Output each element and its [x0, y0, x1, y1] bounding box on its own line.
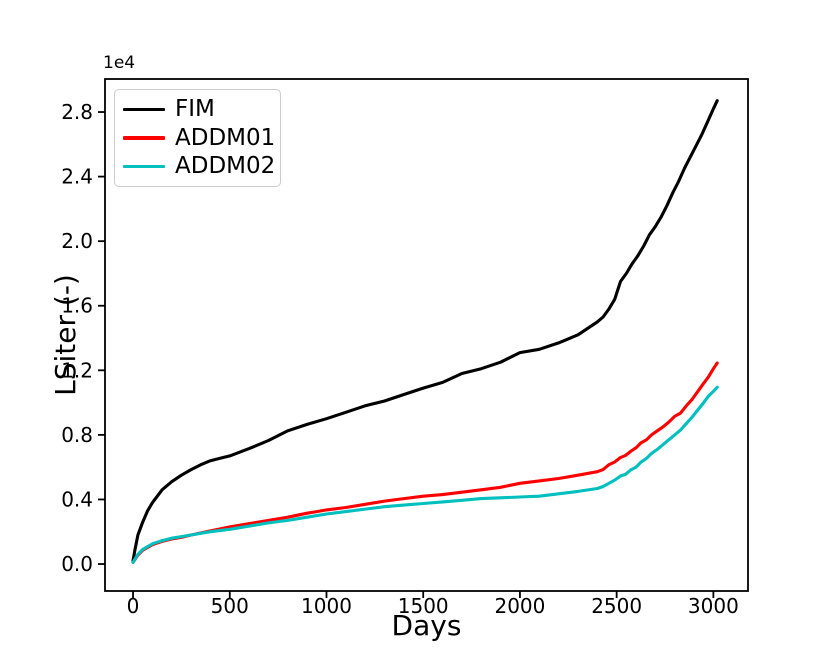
legend-line-icon: [123, 107, 165, 112]
x-tick-label: 1000: [301, 594, 352, 618]
series-line-addm02: [131, 385, 719, 564]
legend-item-fim: FIM: [123, 95, 272, 124]
x-tick-label: 2500: [591, 594, 642, 618]
legend-line-icon: [123, 164, 165, 169]
series-line-fim: [131, 99, 719, 563]
y-tick-label: 2.0: [61, 229, 93, 253]
y-tick-label: 1.2: [61, 358, 93, 382]
legend: FIM ADDM01 ADDM02: [114, 89, 281, 187]
y-tick-label: 2.8: [61, 100, 93, 124]
x-tick-label: 500: [211, 594, 249, 618]
x-tick-label: 3000: [688, 594, 739, 618]
y-axis-label: LSiter (-): [49, 274, 82, 396]
legend-label: ADDM01: [175, 124, 276, 151]
legend-item-addm02: ADDM02: [123, 152, 276, 181]
x-tick-label: 0: [127, 594, 140, 618]
legend-label: FIM: [175, 95, 215, 122]
y-tick-label: 1.6: [61, 294, 93, 318]
y-tick-label: 0.4: [61, 487, 93, 511]
series-line-addm01: [131, 361, 719, 564]
y-tick-label: 2.4: [61, 165, 93, 189]
legend-label: ADDM02: [175, 153, 276, 180]
axes-frame: [104, 78, 749, 592]
legend-line-icon: [123, 136, 165, 140]
legend-item-addm01: ADDM01: [123, 124, 276, 153]
x-tick-label: 1500: [398, 594, 449, 618]
y-axis-offset-label: 1e4: [103, 53, 136, 73]
y-tick-label: 0.0: [61, 552, 93, 576]
x-tick-label: 2000: [494, 594, 545, 618]
x-axis-label: Days: [391, 609, 462, 642]
y-tick-label: 0.8: [61, 423, 93, 447]
